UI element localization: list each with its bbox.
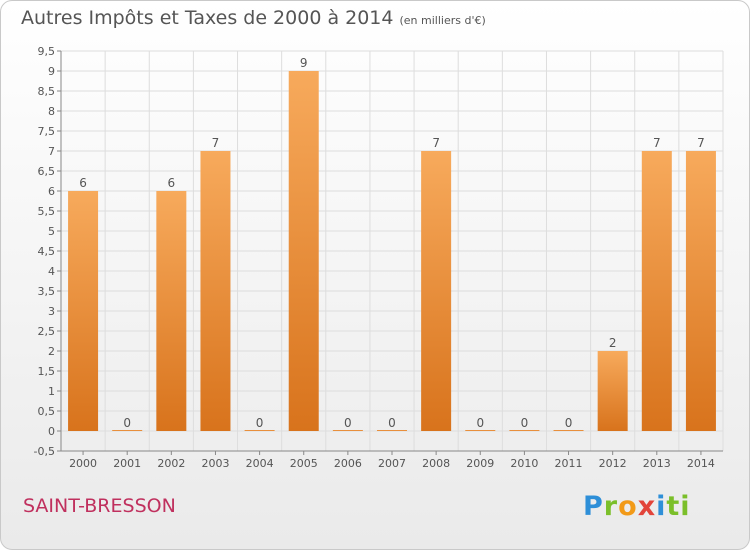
logo-letter: x: [637, 491, 657, 522]
x-tick-label: 2014: [687, 457, 715, 470]
axis-layer: -0,5 0 0,5 1 1,5 2 2,5 3 3,5 4 4,5 5 5,5 6 6,5 7 7,5 8 8,5…: [34, 45, 723, 470]
bar-layer: [68, 71, 716, 431]
data-label: 0: [565, 416, 573, 430]
bar: [112, 430, 143, 431]
x-tick-label: 2009: [466, 457, 494, 470]
data-label: 0: [344, 416, 352, 430]
bar: [421, 151, 452, 431]
logo-letter: P: [583, 491, 604, 522]
bar: [685, 151, 716, 431]
data-label: 7: [697, 136, 705, 150]
data-label: 0: [256, 416, 264, 430]
y-tick-label: 1,5: [38, 365, 56, 378]
y-tick-label: 7,5: [38, 125, 56, 138]
bar: [288, 71, 319, 431]
y-tick-label: 1: [48, 385, 55, 398]
x-tick-label: 2000: [69, 457, 97, 470]
y-tick-label: 5,5: [38, 205, 56, 218]
x-tick-label: 2006: [334, 457, 362, 470]
chart-title: Autres Impôts et Taxes de 2000 à 2014 (en…: [21, 7, 486, 29]
x-tick-label: 2008: [422, 457, 450, 470]
y-tick-label: 8: [48, 105, 55, 118]
data-label: 7: [653, 136, 661, 150]
x-tick-label: 2012: [599, 457, 627, 470]
y-tick-label: 9,5: [38, 45, 56, 58]
bar: [553, 430, 584, 431]
data-label: 0: [521, 416, 529, 430]
bar: [597, 351, 628, 431]
data-label: 0: [476, 416, 484, 430]
bar: [509, 430, 540, 431]
data-label: 0: [388, 416, 396, 430]
logo-letter: o: [618, 491, 638, 522]
y-tick-label: 2,5: [38, 325, 56, 338]
x-tick-label: 2001: [113, 457, 141, 470]
data-label: 7: [212, 136, 220, 150]
y-tick-label: 7: [48, 145, 55, 158]
proxiti-logo: Proxiti: [583, 491, 691, 522]
y-tick-label: 9: [48, 65, 55, 78]
data-label: 9: [300, 56, 308, 70]
y-tick-label: 6,5: [38, 165, 56, 178]
y-tick-label: 6: [48, 185, 55, 198]
y-tick-label: -0,5: [34, 445, 55, 458]
title-text: Autres Impôts et Taxes de 2000 à 2014: [21, 7, 394, 29]
bar: [200, 151, 231, 431]
x-tick-label: 2004: [246, 457, 274, 470]
logo-letter: ti: [666, 491, 691, 522]
data-label: 0: [123, 416, 131, 430]
x-tick-label: 2002: [157, 457, 185, 470]
y-tick-label: 4: [48, 265, 55, 278]
data-label: 6: [168, 176, 176, 190]
x-tick-label: 2003: [201, 457, 229, 470]
y-tick-label: 5: [48, 225, 55, 238]
bar: [465, 430, 496, 431]
x-tick-label: 2011: [555, 457, 583, 470]
y-tick-label: 4,5: [38, 245, 56, 258]
y-tick-label: 3: [48, 305, 55, 318]
y-tick-label: 3,5: [38, 285, 56, 298]
label-layer: 6 0 6 7 0 9 0 0 7 0 0 0 2 7 7: [79, 56, 705, 430]
y-tick-label: 0: [48, 425, 55, 438]
y-tick-label: 2: [48, 345, 55, 358]
commune-name: SAINT-BRESSON: [23, 495, 176, 517]
logo-letter: r: [603, 491, 619, 522]
bar: [244, 430, 275, 431]
logo-letter: i: [656, 491, 667, 522]
bar: [332, 430, 363, 431]
y-tick-label: 8,5: [38, 85, 56, 98]
x-tick-label: 2005: [290, 457, 318, 470]
y-tick-label: 0,5: [38, 405, 56, 418]
x-tick-label: 2013: [643, 457, 671, 470]
data-label: 7: [432, 136, 440, 150]
data-label: 2: [609, 336, 617, 350]
bar: [641, 151, 672, 431]
bar: [68, 191, 99, 431]
bar: [156, 191, 187, 431]
bar: [377, 430, 407, 431]
x-tick-label: 2007: [378, 457, 406, 470]
x-tick-label: 2010: [510, 457, 538, 470]
title-unit: (en milliers d'€): [399, 14, 486, 27]
data-label: 6: [79, 176, 87, 190]
